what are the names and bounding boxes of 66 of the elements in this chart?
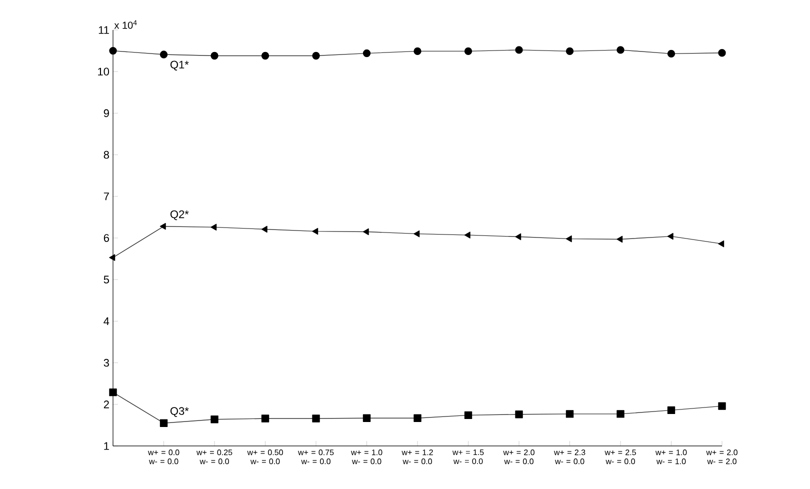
- x-tick-label: w+ = 0.75 w- = 0.0: [298, 450, 334, 464]
- point: [515, 410, 523, 418]
- point: [109, 388, 117, 396]
- point: [109, 254, 116, 261]
- y-tick-label: 10: [98, 68, 110, 76]
- point: [667, 232, 674, 240]
- point: [718, 49, 726, 57]
- x-tick-label: w+ = 2.3 w- = 0.0: [554, 450, 586, 464]
- point: [160, 50, 168, 58]
- series-label: Q3*: [170, 407, 189, 417]
- point: [414, 230, 420, 238]
- point: [414, 47, 422, 56]
- point: [362, 414, 371, 422]
- point: [362, 228, 369, 236]
- point: [261, 414, 270, 422]
- point: [261, 52, 270, 60]
- point: [210, 224, 217, 231]
- x-tick-label: w+ = 1.0 w- = 1.0: [655, 450, 687, 464]
- y-tick-label: 6: [104, 234, 109, 242]
- point: [718, 402, 726, 410]
- y-tick-label: 2: [104, 400, 109, 408]
- point: [414, 414, 422, 422]
- point: [667, 406, 676, 414]
- point: [210, 52, 218, 60]
- point: [718, 240, 724, 248]
- point: [616, 410, 624, 418]
- x-tick-label: w+ = 2.0 w- = 2.0: [706, 450, 738, 464]
- point: [566, 410, 574, 418]
- x-tick-label: w+ = 0.50 w- = 0.0: [247, 450, 283, 464]
- y-tick-label: 11: [98, 26, 109, 34]
- point: [515, 46, 523, 54]
- x-tick-label: w+ = 2.5 w- = 0.0: [604, 450, 636, 464]
- y-tick-label: 7: [104, 192, 109, 200]
- x-tick-label: w+ = 1.2 w- = 0.0: [402, 450, 433, 464]
- y-tick-label: 5: [104, 276, 110, 284]
- point: [362, 49, 371, 58]
- text: x 10$^{4}$: [114, 20, 137, 29]
- point: [464, 411, 472, 420]
- point: [312, 228, 318, 235]
- point: [464, 232, 470, 238]
- series-label: Q1*: [170, 60, 189, 70]
- point: [616, 46, 624, 54]
- point: [160, 222, 166, 230]
- y-tick-label: 8: [104, 150, 109, 159]
- point: [566, 235, 572, 242]
- y-tick-label: 9: [104, 109, 109, 118]
- point: [312, 52, 320, 60]
- x-tick-label: w+ = 0.0 w- = 0.0: [148, 450, 180, 464]
- x-tick-label: w+ = 1.0 w- = 0.0: [350, 450, 382, 464]
- point: [667, 50, 676, 58]
- y-tick-label: 4: [104, 317, 110, 325]
- x-tick-label: w+ = 2.0 w- = 0.0: [503, 450, 534, 464]
- point: [616, 236, 623, 243]
- point: [566, 47, 574, 56]
- y-tick-label: 1: [104, 442, 109, 450]
- point: [464, 47, 472, 56]
- series-label: Q2*: [170, 210, 189, 220]
- point: [210, 416, 218, 424]
- point: [160, 419, 168, 427]
- y-tick-label: 3: [104, 358, 109, 367]
- point: [312, 414, 320, 422]
- point: [109, 46, 117, 55]
- x-tick-label: w+ = 1.5 w- = 0.0: [452, 450, 484, 464]
- x-tick-label: w+ = 0.25 w- = 0.0: [196, 450, 232, 464]
- point: [515, 233, 522, 240]
- point: [261, 226, 268, 233]
